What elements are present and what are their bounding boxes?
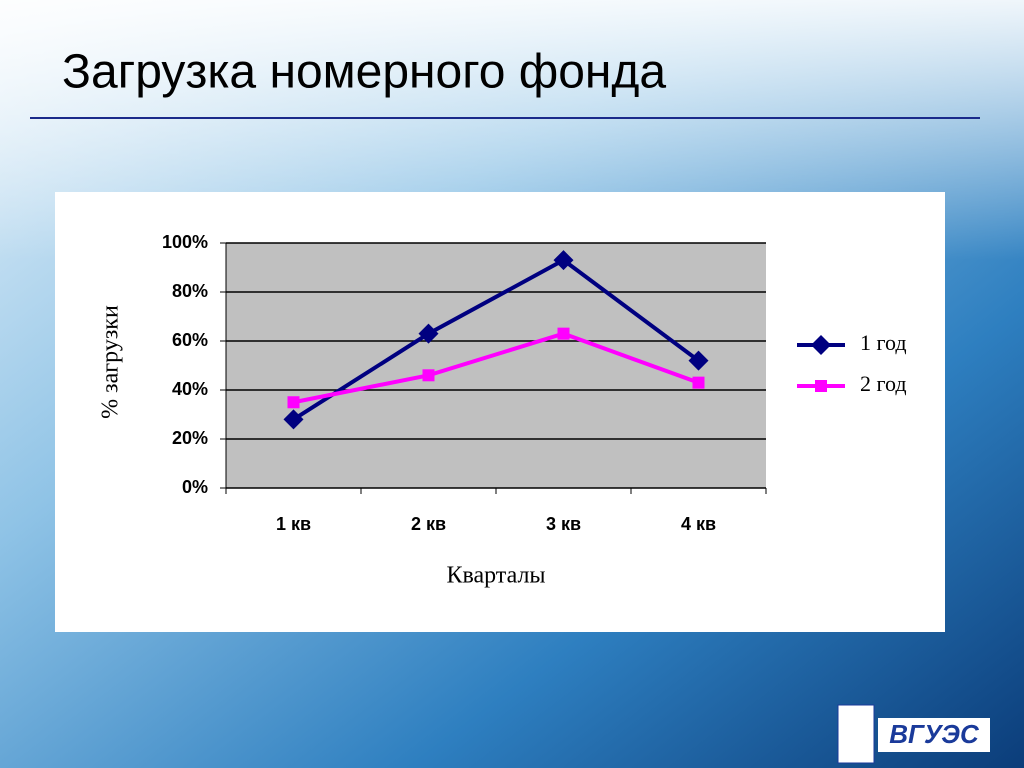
plot-area bbox=[226, 243, 766, 488]
x-tick-label: 4 кв bbox=[681, 514, 716, 534]
chart: 0% 20% 40% 60% 80% 100% 1 кв 2 кв 3 кв 4 кв 1 год 2… bbox=[162, 232, 907, 534]
data-point bbox=[553, 250, 574, 271]
data-point bbox=[418, 323, 439, 344]
data-point bbox=[422, 369, 435, 382]
x-tick-label: 3 кв bbox=[546, 514, 581, 534]
logo-emblem bbox=[837, 704, 875, 764]
series-line bbox=[292, 257, 700, 422]
y-tick-label: 100% bbox=[162, 232, 208, 252]
series-line bbox=[293, 331, 700, 405]
data-point bbox=[688, 350, 709, 371]
x-tick-label: 1 кв bbox=[276, 514, 311, 534]
logo: ВГУЭС bbox=[837, 704, 990, 764]
legend-label: 2 год bbox=[860, 371, 907, 396]
logo-text: ВГУЭС bbox=[889, 719, 980, 749]
x-tick-label: 2 кв bbox=[411, 514, 446, 534]
legend-label: 1 год bbox=[860, 330, 907, 355]
legend-marker bbox=[811, 335, 831, 355]
data-point bbox=[283, 409, 304, 430]
logo-plate bbox=[878, 718, 990, 752]
data-point bbox=[287, 396, 300, 409]
slide-title: Загрузка номерного фонда bbox=[62, 46, 666, 99]
data-point bbox=[557, 327, 570, 340]
y-tick-label: 60% bbox=[172, 330, 208, 350]
y-tick-label: 40% bbox=[172, 379, 208, 399]
y-axis-title: % загрузки bbox=[98, 305, 124, 419]
y-tick-label: 0% bbox=[182, 477, 208, 497]
data-point bbox=[692, 376, 705, 389]
legend-marker bbox=[815, 380, 827, 392]
y-tick-label: 80% bbox=[172, 281, 208, 301]
y-tick-label: 20% bbox=[172, 428, 208, 448]
x-axis-title: Кварталы bbox=[446, 563, 545, 589]
